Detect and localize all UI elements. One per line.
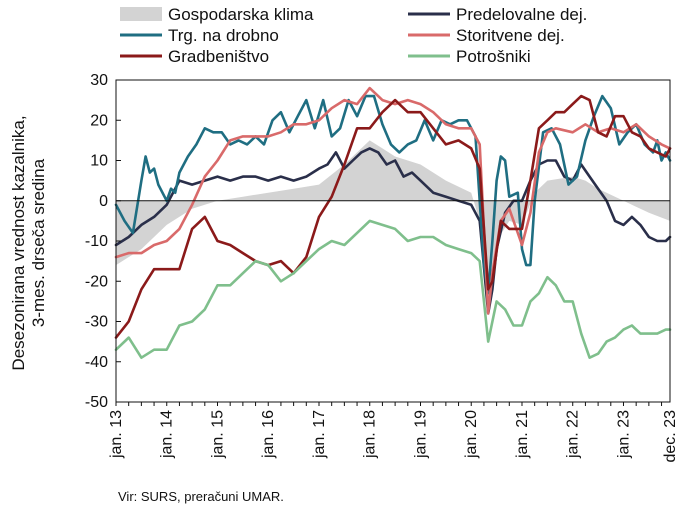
series-line-trg-na-drobno	[114, 94, 672, 295]
x-tick-label: jan. 23	[616, 410, 633, 459]
legend-item-potrosniki: Potrošniki	[408, 47, 531, 66]
y-tick-label: -10	[85, 233, 108, 250]
series-line-predelovalne-dej	[114, 147, 672, 315]
y-tick-label: -50	[85, 394, 108, 411]
legend-label: Gradbeništvo	[168, 47, 269, 66]
legend: Gospodarska klima Predelovalne dej. Trg. n…	[120, 5, 587, 66]
x-tick-label: jan. 22	[565, 410, 582, 459]
x-tick-label: jan. 18	[362, 410, 379, 459]
series-line-storitvene-dej	[114, 86, 672, 315]
legend-swatch	[120, 7, 162, 21]
legend-item-gradbenistvo: Gradbeništvo	[120, 47, 269, 66]
x-tick-label: jan. 15	[210, 410, 227, 459]
y-tick-label: -40	[85, 354, 108, 371]
legend-label: Storitvene dej.	[456, 26, 565, 45]
y-tick-label: 10	[90, 153, 108, 170]
legend-label: Trg. na drobno	[168, 26, 279, 45]
y-tick-label: 0	[99, 193, 108, 210]
y-axis-label-line-1: Desezonirana vrednost kazalnika,	[9, 115, 28, 370]
legend-item-predelovalne-dej: Predelovalne dej.	[408, 5, 587, 24]
x-tick-label: jan. 20	[463, 410, 480, 459]
x-tick-label: jan. 16	[260, 410, 277, 459]
legend-item-storitvene-dej: Storitvene dej.	[408, 26, 565, 45]
series-area-gospodarska-klima	[116, 140, 670, 306]
legend-item-gospodarska-klima: Gospodarska klima	[120, 5, 314, 24]
axes-layer: -50 -40 -30 -20 -10 0 10 20 30 jan. 13 jan. 14 jan.…	[85, 72, 679, 462]
legend-label: Potrošniki	[456, 47, 531, 66]
series-line-potrosniki	[114, 219, 672, 359]
series-layer	[114, 86, 672, 359]
source-note: Vir: SURS, preračuni UMAR.	[118, 489, 284, 504]
x-tick-label: jan. 17	[311, 410, 328, 459]
y-tick-label: -20	[85, 273, 108, 290]
legend-label: Gospodarska klima	[168, 5, 314, 24]
x-tick-label: jan. 19	[413, 410, 430, 459]
y-tick-label: 20	[90, 112, 108, 129]
legend-item-trg-na-drobno: Trg. na drobno	[120, 26, 279, 45]
y-tick-label: 30	[90, 72, 108, 89]
series-line-gradbenistvo	[114, 94, 672, 339]
legend-label: Predelovalne dej.	[456, 5, 587, 24]
x-tick-label: jan. 13	[108, 410, 125, 459]
x-tick-label: dec. 23	[662, 410, 679, 463]
y-axis-label-line-2: 3-mes. drseča sredina	[29, 158, 48, 327]
y-tick-label: -30	[85, 314, 108, 331]
x-tick-label: jan. 14	[159, 410, 176, 459]
x-tick-label: jan. 21	[514, 410, 531, 459]
